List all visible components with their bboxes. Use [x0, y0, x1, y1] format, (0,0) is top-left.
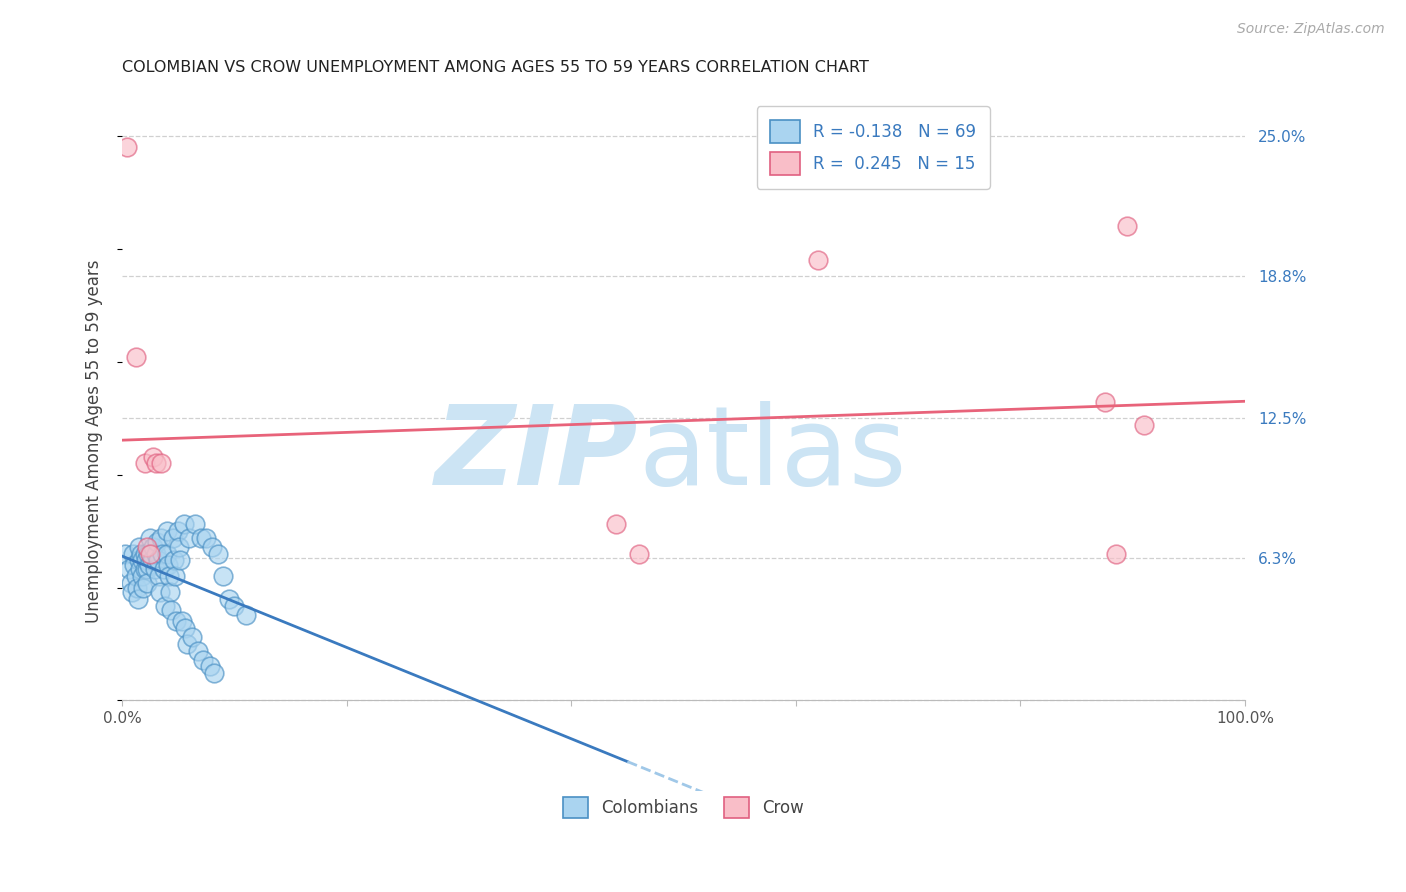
Point	[167, 524, 190, 538]
Point	[1105, 547, 1128, 561]
Text: ZIP: ZIP	[434, 401, 638, 508]
Point	[218, 591, 240, 606]
Point	[169, 540, 191, 554]
Point	[201, 540, 224, 554]
Point	[169, 553, 191, 567]
Point	[118, 562, 141, 576]
Legend: Colombians, Crow: Colombians, Crow	[557, 790, 810, 824]
Point	[129, 547, 152, 561]
Y-axis label: Unemployment Among Ages 55 to 59 years: Unemployment Among Ages 55 to 59 years	[86, 259, 103, 623]
Point	[202, 666, 225, 681]
Point	[1094, 395, 1116, 409]
Point	[124, 351, 146, 365]
Point	[135, 562, 157, 576]
Point	[131, 569, 153, 583]
Point	[141, 547, 163, 561]
Point	[138, 558, 160, 572]
Point	[152, 547, 174, 561]
Point	[190, 531, 212, 545]
Point	[160, 603, 183, 617]
Point	[162, 531, 184, 545]
Point	[121, 585, 143, 599]
Point	[128, 540, 150, 554]
Point	[124, 558, 146, 572]
Point	[145, 456, 167, 470]
Point	[115, 140, 138, 154]
Point	[191, 653, 214, 667]
Point	[187, 643, 209, 657]
Point	[179, 531, 201, 545]
Point	[125, 581, 148, 595]
Point	[136, 547, 159, 561]
Point	[134, 456, 156, 470]
Point	[134, 562, 156, 576]
Point	[150, 456, 173, 470]
Point	[150, 531, 173, 545]
Point	[184, 517, 207, 532]
Point	[156, 524, 179, 538]
Point	[153, 599, 176, 613]
Point	[807, 253, 830, 268]
Point	[148, 569, 170, 583]
Text: Source: ZipAtlas.com: Source: ZipAtlas.com	[1237, 22, 1385, 37]
Text: COLOMBIAN VS CROW UNEMPLOYMENT AMONG AGES 55 TO 59 YEARS CORRELATION CHART: COLOMBIAN VS CROW UNEMPLOYMENT AMONG AGE…	[122, 60, 869, 75]
Point	[143, 562, 166, 576]
Point	[141, 553, 163, 567]
Point	[139, 547, 162, 561]
Point	[195, 531, 218, 545]
Point	[627, 547, 650, 561]
Point	[135, 576, 157, 591]
Point	[173, 517, 195, 532]
Point	[149, 585, 172, 599]
Point	[128, 553, 150, 567]
Point	[212, 569, 235, 583]
Point	[127, 591, 149, 606]
Point	[157, 558, 180, 572]
Point	[176, 637, 198, 651]
Point	[180, 630, 202, 644]
Point	[170, 615, 193, 629]
Point	[165, 615, 187, 629]
Point	[142, 450, 165, 464]
Text: atlas: atlas	[638, 401, 907, 508]
Point	[207, 547, 229, 561]
Point	[120, 576, 142, 591]
Point	[224, 599, 246, 613]
Point	[159, 585, 181, 599]
Point	[114, 547, 136, 561]
Point	[152, 562, 174, 576]
Point	[134, 547, 156, 561]
Point	[146, 535, 169, 549]
Point	[129, 562, 152, 576]
Point	[174, 621, 197, 635]
Point	[146, 553, 169, 567]
Point	[142, 540, 165, 554]
Point	[145, 547, 167, 561]
Point	[122, 547, 145, 561]
Point	[163, 569, 186, 583]
Point	[135, 540, 157, 554]
Point	[157, 569, 180, 583]
Point	[1133, 417, 1156, 432]
Point	[139, 531, 162, 545]
Point	[131, 553, 153, 567]
Point	[605, 517, 627, 532]
Point	[135, 553, 157, 567]
Point	[132, 581, 155, 595]
Point	[156, 547, 179, 561]
Point	[124, 569, 146, 583]
Point	[1116, 219, 1139, 234]
Point	[163, 553, 186, 567]
Point	[235, 607, 257, 622]
Point	[198, 659, 221, 673]
